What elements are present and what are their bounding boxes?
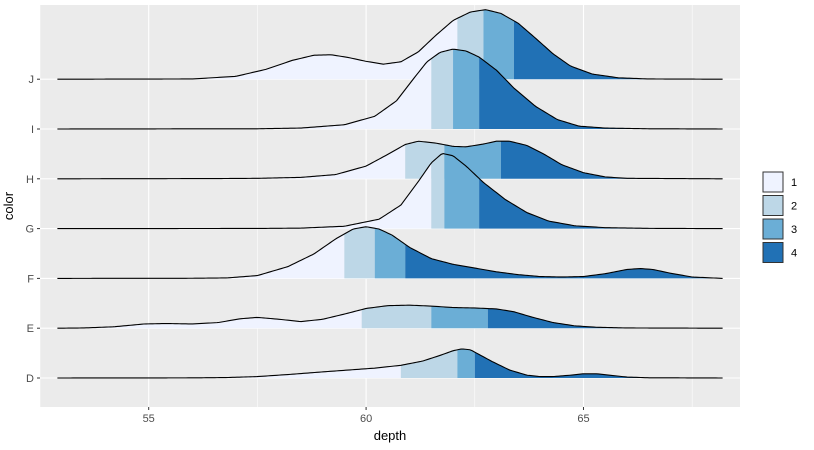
quartile-4-area <box>479 178 723 229</box>
quartile-1-area <box>57 162 432 229</box>
quartile-4-area <box>500 141 723 179</box>
quartile-4-area <box>474 352 723 378</box>
quartile-2-area <box>344 226 375 279</box>
quartile-1-area <box>57 144 406 179</box>
quartile-3-area <box>457 348 475 378</box>
quartile-1-area <box>57 18 458 80</box>
legend-label: 3 <box>791 224 797 236</box>
ridge-I <box>57 48 723 130</box>
y-tick-label: F <box>27 273 34 285</box>
ridge-G <box>57 153 723 230</box>
quartile-2-area <box>400 349 458 378</box>
x-tick-label: 55 <box>143 413 155 425</box>
x-tick-label: 60 <box>360 413 372 425</box>
density-outline <box>57 226 723 279</box>
quartile-3-area <box>374 228 406 279</box>
quartile-3-area <box>431 306 488 329</box>
y-tick-label: H <box>26 174 34 186</box>
y-axis-title: color <box>1 191 16 220</box>
density-ridges <box>57 9 723 379</box>
legend-label: 2 <box>791 201 797 213</box>
quartile-3-area <box>453 49 480 129</box>
legend: 1 2 3 4 <box>762 171 797 263</box>
quartile-1-area <box>57 58 432 129</box>
y-tick-label: G <box>25 224 34 236</box>
quartile-2-area <box>431 49 454 129</box>
ridge-E <box>57 304 723 329</box>
legend-key-2 <box>762 195 784 216</box>
axes: D E F G H I J 55 60 65 <box>25 74 589 425</box>
legend-key-1 <box>762 171 784 193</box>
density-outline <box>57 348 723 379</box>
density-outline <box>57 140 723 180</box>
legend-key-4 <box>762 242 784 263</box>
legend-key-3 <box>762 218 784 240</box>
density-outline <box>57 153 723 230</box>
legend-label: 1 <box>791 177 797 189</box>
legend-label: 4 <box>791 248 797 260</box>
y-tick-label: I <box>31 124 34 136</box>
quartile-4-area <box>513 20 723 80</box>
y-tick-label: J <box>29 74 35 86</box>
quartile-3-area <box>444 153 480 229</box>
quartile-1-area <box>57 365 401 378</box>
quartile-4-area <box>479 57 723 130</box>
density-outline <box>57 9 723 80</box>
quartile-1-area <box>57 309 362 329</box>
y-tick-label: D <box>26 373 34 385</box>
quartile-2-area <box>361 305 432 329</box>
density-outline <box>57 304 723 329</box>
x-axis-title: depth <box>374 428 407 443</box>
quartile-1-area <box>57 233 345 279</box>
density-outline <box>57 48 723 130</box>
ridge-D <box>57 348 723 379</box>
quartile-2-area <box>431 153 445 229</box>
ridge-J <box>57 9 723 80</box>
quartile-4-area <box>487 308 723 329</box>
ridge-F <box>57 226 723 279</box>
quartile-3-area <box>483 9 514 80</box>
y-tick-label: E <box>27 323 34 335</box>
x-tick-label: 65 <box>577 413 589 425</box>
